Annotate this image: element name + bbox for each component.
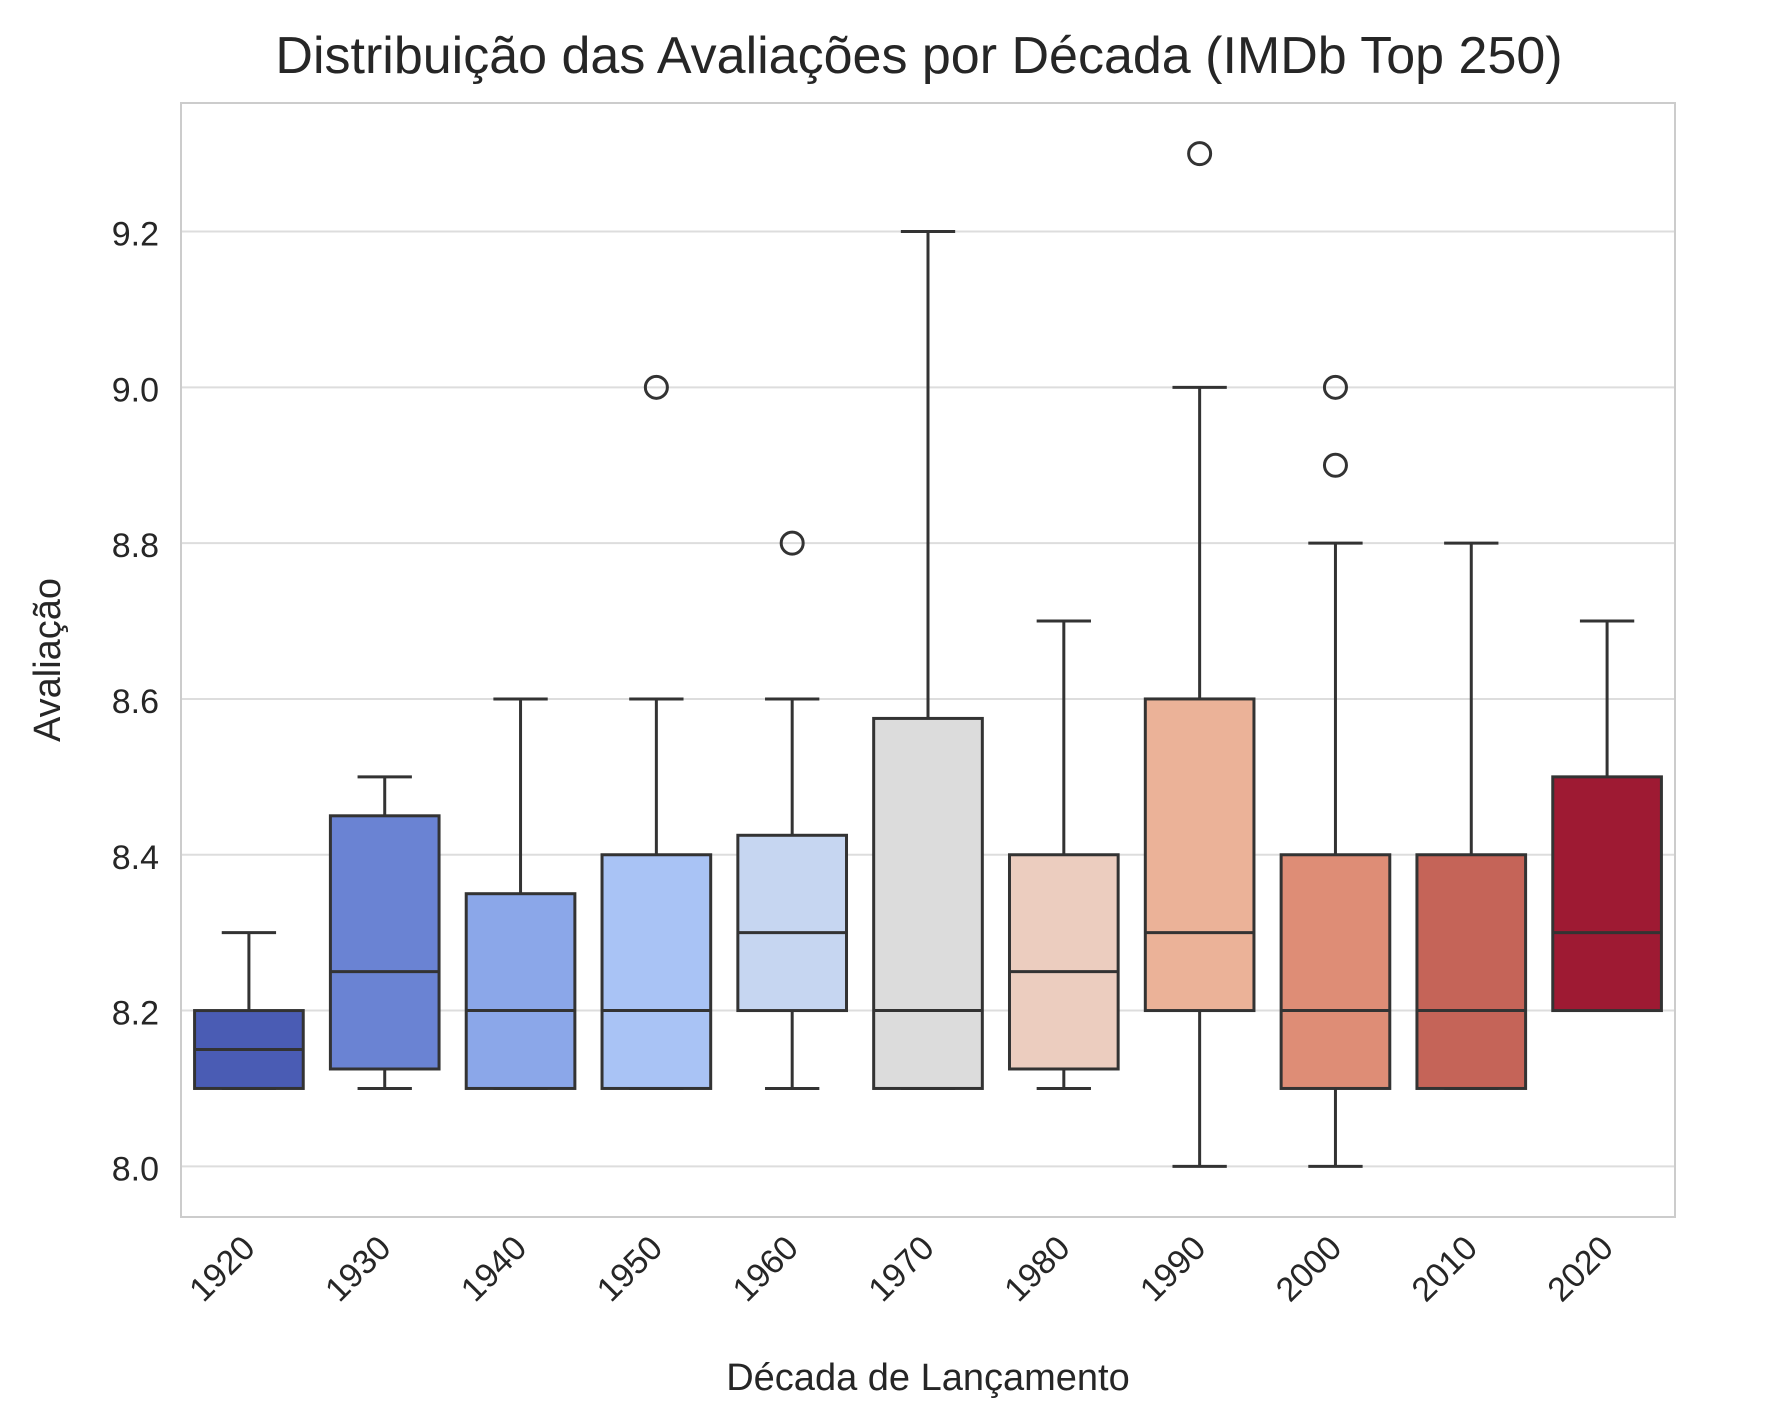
box-2000 (1279, 374, 1392, 1168)
box-iqr (736, 833, 849, 1013)
box-iqr (1279, 853, 1392, 1090)
box-iqr (1415, 853, 1528, 1090)
box-1980 (1007, 619, 1120, 1090)
box-iqr (464, 892, 577, 1090)
chart-title: Distribuição das Avaliações por Década (… (275, 27, 1562, 85)
plot-frame (180, 102, 1676, 1218)
y-axis-label: Avaliação (27, 578, 69, 742)
y-tick-label: 9.2 (112, 216, 159, 254)
outlier-point (643, 374, 669, 400)
outlier-point (1187, 141, 1213, 167)
outlier-point (1322, 452, 1348, 478)
y-tick-label: 8.0 (112, 1150, 159, 1188)
box-iqr (600, 853, 713, 1090)
box-iqr (1551, 775, 1663, 1013)
box-1970 (872, 230, 984, 1090)
box-iqr (1007, 853, 1120, 1071)
box-iqr (328, 814, 441, 1071)
box-1920 (193, 931, 305, 1090)
x-axis-label: Década de Lançamento (726, 1357, 1130, 1399)
y-tick-label: 9.0 (112, 371, 159, 409)
box-iqr (872, 716, 984, 1090)
box-1950 (600, 374, 713, 1090)
y-tick-label: 8.8 (112, 527, 159, 565)
box-1990 (1143, 141, 1256, 1168)
y-tick-label: 8.2 (112, 995, 159, 1033)
box-2020 (1551, 619, 1663, 1013)
box-2010 (1415, 541, 1528, 1090)
box-1960 (736, 530, 849, 1090)
box-1940 (464, 697, 577, 1090)
y-tick-label: 8.6 (112, 683, 159, 721)
y-axis-ticks: 8.0 8.2 8.4 8.6 8.8 9.0 9.2 (112, 216, 159, 1189)
outlier-point (779, 530, 805, 556)
box-iqr (1143, 697, 1256, 1013)
box-1930 (328, 775, 441, 1090)
outlier-point (1322, 374, 1348, 400)
y-tick-label: 8.4 (112, 839, 159, 877)
box-series (193, 141, 1663, 1168)
